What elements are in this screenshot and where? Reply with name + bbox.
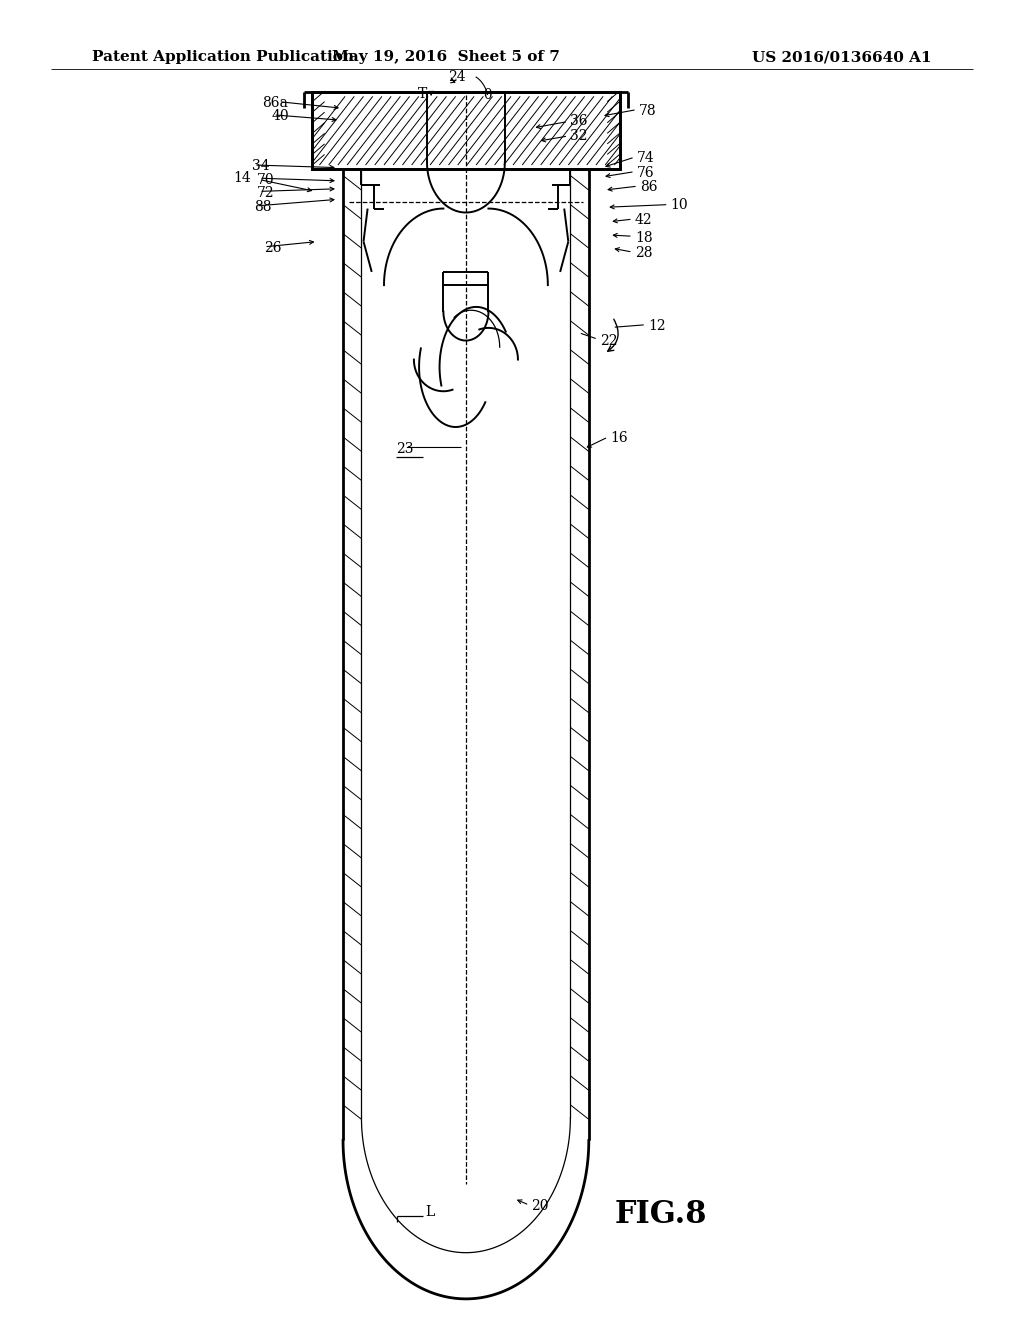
Text: 12: 12 bbox=[648, 319, 666, 333]
Text: 78: 78 bbox=[639, 104, 656, 117]
Text: Patent Application Publication: Patent Application Publication bbox=[92, 50, 354, 65]
Text: 22: 22 bbox=[600, 334, 617, 347]
Text: 20: 20 bbox=[531, 1200, 549, 1213]
Text: May 19, 2016  Sheet 5 of 7: May 19, 2016 Sheet 5 of 7 bbox=[332, 50, 559, 65]
Text: 32: 32 bbox=[570, 129, 588, 143]
Text: 88: 88 bbox=[254, 201, 271, 214]
Text: 10: 10 bbox=[671, 198, 688, 211]
Text: US 2016/0136640 A1: US 2016/0136640 A1 bbox=[753, 50, 932, 65]
Text: 40: 40 bbox=[271, 110, 289, 123]
Text: 16: 16 bbox=[610, 432, 628, 445]
Text: 42: 42 bbox=[635, 214, 652, 227]
Text: 23: 23 bbox=[396, 442, 414, 455]
Text: 76: 76 bbox=[637, 166, 654, 180]
Text: 26: 26 bbox=[264, 242, 282, 255]
Text: 34: 34 bbox=[252, 160, 269, 173]
Text: 18: 18 bbox=[635, 231, 652, 244]
Text: 36: 36 bbox=[570, 115, 588, 128]
Text: 86a: 86a bbox=[262, 96, 288, 110]
Text: 72: 72 bbox=[257, 186, 274, 199]
Text: 28: 28 bbox=[635, 247, 652, 260]
Bar bbox=[312, 92, 620, 169]
Text: θ: θ bbox=[483, 88, 492, 102]
Text: 24: 24 bbox=[449, 70, 466, 83]
Text: T: T bbox=[418, 87, 427, 100]
Text: 14: 14 bbox=[233, 172, 251, 185]
Text: 70: 70 bbox=[257, 173, 274, 186]
Text: 86: 86 bbox=[640, 181, 657, 194]
Bar bbox=[312, 92, 620, 169]
Text: L: L bbox=[425, 1205, 434, 1218]
Text: FIG.8: FIG.8 bbox=[614, 1200, 707, 1230]
Text: 74: 74 bbox=[637, 152, 654, 165]
